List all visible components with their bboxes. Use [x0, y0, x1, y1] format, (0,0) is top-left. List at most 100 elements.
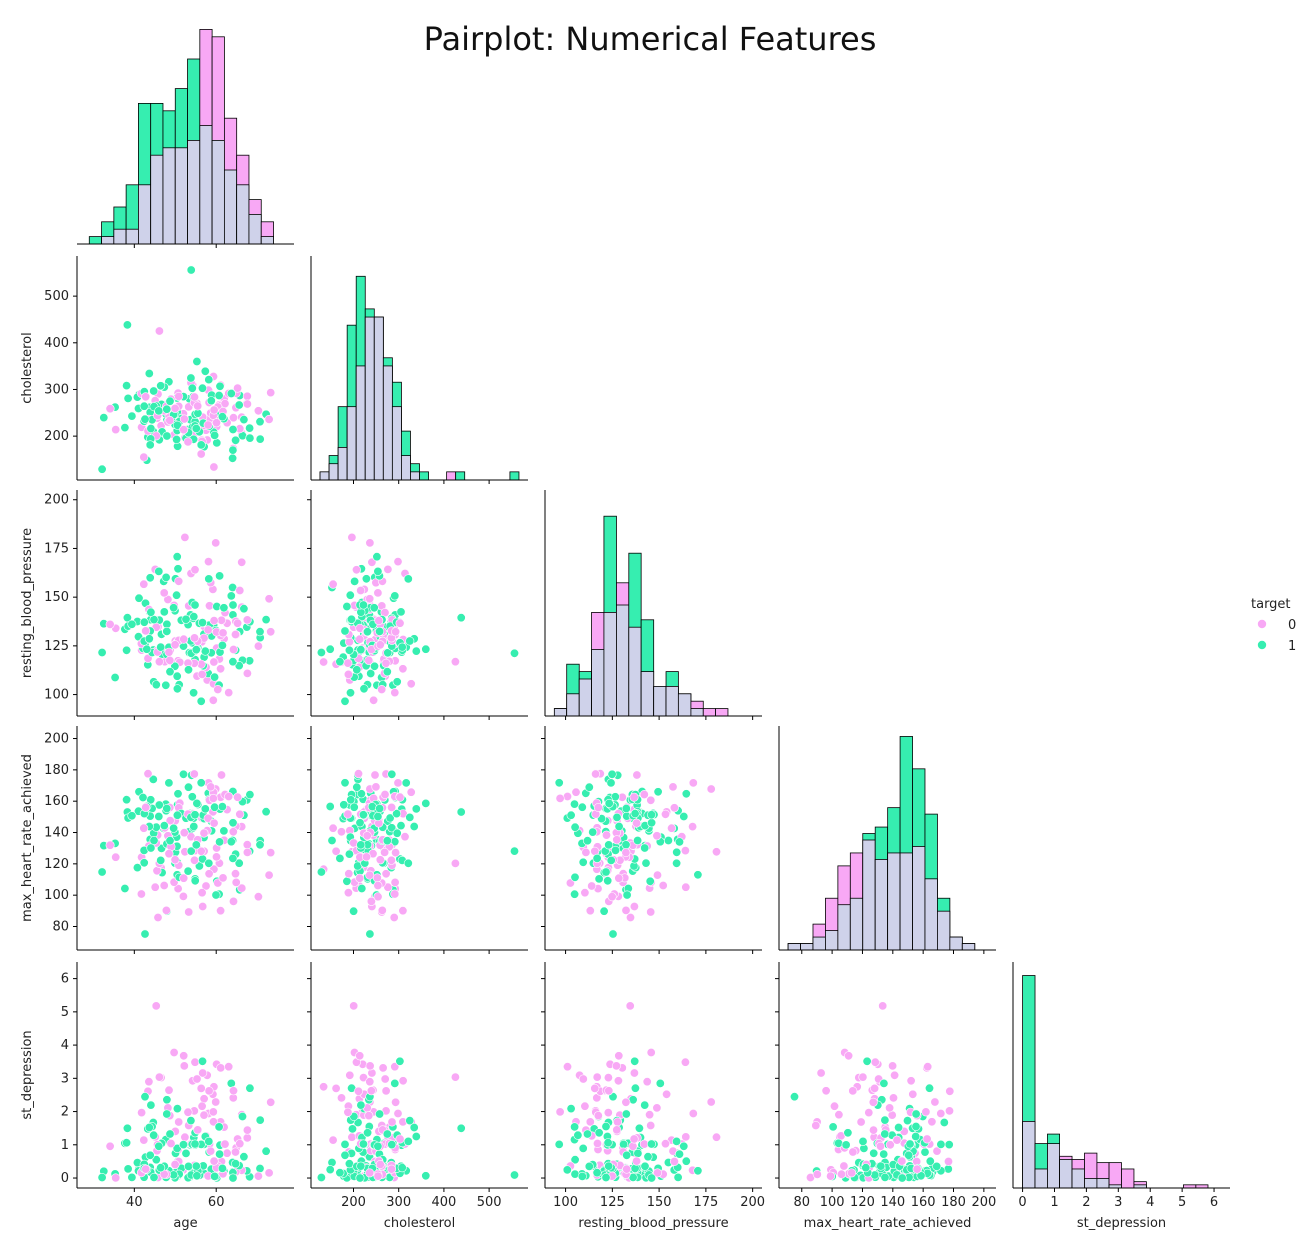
scatter-point	[172, 810, 182, 820]
scatter-point	[159, 588, 169, 598]
scatter-point	[395, 792, 405, 802]
scatter-point	[868, 1097, 878, 1107]
scatter-point	[927, 1117, 937, 1127]
scatter-point	[335, 657, 345, 667]
scatter-point	[395, 618, 405, 628]
scatter-point	[208, 1107, 218, 1117]
scatter-point	[611, 1061, 621, 1071]
scatter-point	[231, 1147, 241, 1157]
histogram-bar-overlap	[653, 686, 667, 717]
scatter-point	[179, 828, 189, 838]
scatter-point	[172, 671, 182, 681]
scatter-point	[382, 836, 392, 846]
scatter-point	[619, 1139, 629, 1149]
chart-title: Pairplot: Numerical Features	[424, 20, 877, 58]
scatter-point	[908, 1089, 918, 1099]
scatter-point	[156, 1163, 166, 1173]
scatter-point	[151, 1001, 161, 1011]
scatter-point	[215, 381, 225, 391]
scatter-point	[199, 828, 209, 838]
scatter-point	[245, 433, 255, 443]
scatter-point	[366, 1086, 376, 1096]
scatter-point	[864, 1108, 874, 1118]
scatter-point	[335, 1168, 345, 1178]
scatter-point	[885, 1140, 895, 1150]
scatter-point	[165, 816, 175, 826]
scatter-point	[210, 802, 220, 812]
scatter-point	[196, 778, 206, 788]
scatter-point	[161, 572, 171, 582]
scatter-point	[870, 1057, 880, 1067]
scatter-point	[826, 1171, 836, 1181]
scatter-point	[358, 1139, 368, 1149]
scatter-point	[190, 1057, 200, 1067]
histogram-bar-overlap	[199, 125, 213, 245]
scatter-point	[406, 679, 416, 689]
scatter-point	[634, 1123, 644, 1133]
scatter-point	[630, 1056, 640, 1066]
histogram-bar-overlap	[874, 859, 889, 951]
scatter-point	[811, 1121, 821, 1131]
histogram-bar-overlap	[578, 678, 592, 717]
x-axis-label: st_depression	[1077, 1216, 1166, 1231]
scatter-point	[231, 869, 241, 879]
scatter-point	[383, 564, 393, 574]
scatter-point	[143, 769, 153, 779]
scatter-point	[554, 1139, 564, 1149]
scatter-point	[261, 1146, 271, 1156]
scatter-point	[633, 835, 643, 845]
scatter-point	[214, 390, 224, 400]
histogram-bar-overlap	[1059, 1159, 1073, 1189]
histogram-bar-overlap	[640, 671, 655, 717]
scatter-point	[632, 818, 642, 828]
scatter-point	[196, 440, 206, 450]
histogram-bar-overlap	[401, 455, 411, 481]
scatter-point	[196, 696, 206, 706]
scatter-point	[939, 1118, 949, 1128]
scatter-point	[688, 822, 698, 832]
scatter-point	[349, 802, 359, 812]
scatter-point	[834, 1138, 844, 1148]
scatter-point	[184, 1161, 194, 1171]
scatter-point	[140, 929, 150, 939]
scatter-point	[342, 876, 352, 886]
scatter-point	[581, 847, 591, 857]
scatter-point	[193, 1125, 203, 1135]
scatter-point	[403, 1136, 413, 1146]
y-tick-label: 2	[61, 1105, 69, 1120]
scatter-point	[409, 821, 419, 831]
scatter-point	[231, 877, 241, 887]
scatter-point	[179, 634, 189, 644]
scatter-point	[405, 1116, 415, 1126]
scatter-point	[327, 835, 337, 845]
scatter-point	[570, 1122, 580, 1132]
x-tick-label: 1	[1050, 1195, 1058, 1210]
scatter-point	[591, 769, 601, 779]
scatter-point	[821, 1086, 831, 1096]
scatter-point	[647, 1173, 657, 1183]
scatter-point	[181, 1148, 191, 1158]
scatter-point	[164, 1085, 174, 1095]
scatter-point	[843, 1128, 853, 1138]
scatter-point	[403, 574, 413, 584]
scatter-point	[396, 821, 406, 831]
scatter-point	[183, 866, 193, 876]
scatter-point	[894, 1123, 904, 1133]
scatter-point	[180, 1132, 190, 1142]
scatter-point	[264, 870, 274, 880]
scatter-point	[146, 1100, 156, 1110]
scatter-point	[906, 1076, 916, 1086]
scatter-point	[365, 870, 375, 880]
scatter-point	[932, 1161, 942, 1171]
scatter-point	[688, 778, 698, 788]
scatter-point	[945, 1086, 955, 1096]
scatter-point	[606, 778, 616, 788]
x-tick-label: 3	[1114, 1195, 1122, 1210]
scatter-point	[242, 840, 252, 850]
scatter-point	[588, 827, 598, 837]
scatter-point	[652, 1103, 662, 1113]
scatter-point	[242, 847, 252, 857]
scatter-point	[345, 590, 355, 600]
scatter-point	[393, 1109, 403, 1119]
scatter-point	[421, 1171, 431, 1181]
